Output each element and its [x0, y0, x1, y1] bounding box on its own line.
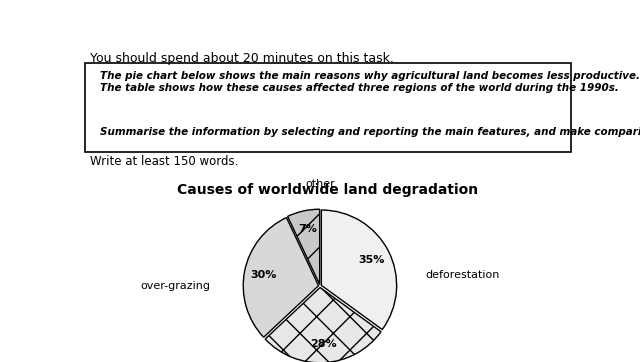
Text: other: other: [305, 179, 335, 189]
Text: Write at least 150 words.: Write at least 150 words.: [90, 155, 238, 168]
Wedge shape: [321, 210, 397, 329]
Text: The pie chart below shows the main reasons why agricultural land becomes less pr: The pie chart below shows the main reaso…: [100, 71, 640, 93]
Text: Summarise the information by selecting and reporting the main features, and make: Summarise the information by selecting a…: [100, 127, 640, 137]
Text: 30%: 30%: [250, 270, 276, 280]
Text: Causes of worldwide land degradation: Causes of worldwide land degradation: [177, 183, 479, 197]
Text: deforestation: deforestation: [426, 270, 500, 280]
Text: You should spend about 20 minutes on this task.: You should spend about 20 minutes on thi…: [90, 52, 394, 65]
Text: 7%: 7%: [298, 224, 317, 235]
Wedge shape: [243, 218, 319, 337]
FancyBboxPatch shape: [85, 63, 571, 152]
Wedge shape: [287, 209, 319, 285]
Text: over-grazing: over-grazing: [141, 281, 211, 291]
Text: 35%: 35%: [358, 254, 385, 265]
Wedge shape: [265, 287, 381, 362]
Text: 28%: 28%: [310, 339, 337, 349]
